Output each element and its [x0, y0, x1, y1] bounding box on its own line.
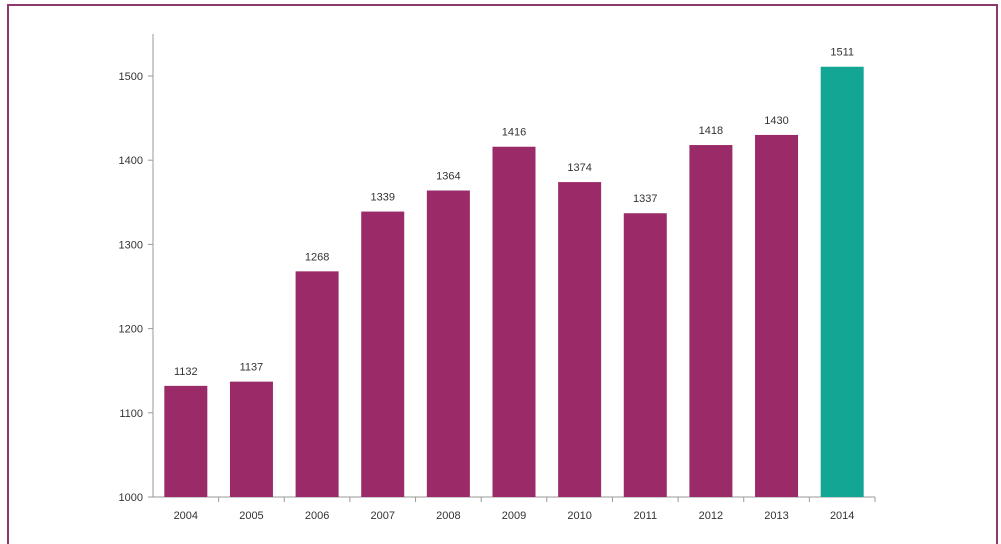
data-label-2005: 1137 — [240, 362, 264, 374]
chart-bars — [164, 66, 864, 498]
y-tick-label: 1400 — [119, 155, 143, 167]
x-tick-label-2012: 2012 — [699, 510, 723, 522]
x-tick-label-2013: 2013 — [764, 510, 788, 522]
chart-axes: 1000 1100 1200 1300 1400 1500 2004 2005 2006 2007… — [119, 34, 876, 522]
bar-2009 — [492, 146, 536, 497]
data-label-2006: 1268 — [305, 251, 329, 263]
x-tick-label-2009: 2009 — [502, 510, 526, 522]
data-label-2004: 1132 — [174, 366, 198, 378]
bar-2011 — [623, 213, 667, 497]
bar-2004 — [164, 385, 208, 497]
y-tick-label: 1300 — [119, 239, 143, 251]
y-tick-label: 1100 — [119, 408, 143, 420]
bar-2012 — [689, 145, 733, 497]
data-label-2011: 1337 — [633, 193, 657, 205]
x-tick-label-2010: 2010 — [567, 510, 591, 522]
bar-2014 — [820, 66, 864, 497]
bar-2005 — [229, 381, 273, 497]
x-tick-label-2014: 2014 — [830, 510, 854, 522]
x-tick-label-2007: 2007 — [370, 510, 394, 522]
data-label-2009: 1416 — [502, 127, 526, 139]
data-label-2013: 1430 — [764, 115, 788, 127]
bar-chart: 1000 1100 1200 1300 1400 1500 2004 2005 2006 2007… — [119, 34, 876, 522]
data-label-2010: 1374 — [567, 162, 591, 174]
y-tick-label: 1500 — [119, 71, 143, 83]
x-tick-label-2005: 2005 — [239, 510, 263, 522]
y-tick-label: 1200 — [119, 324, 143, 336]
x-tick-label-2011: 2011 — [633, 510, 657, 522]
chart-data-labels: 1132 1137 1268 1339 1364 1416 1374 1337 1418 1430… — [174, 47, 854, 378]
data-label-2012: 1418 — [699, 125, 723, 137]
bar-2008 — [426, 190, 470, 497]
x-tick-label-2006: 2006 — [305, 510, 329, 522]
figure-frame — [7, 4, 998, 544]
data-label-2014: 1511 — [830, 47, 854, 59]
bar-2013 — [755, 134, 799, 497]
x-tick-label-2008: 2008 — [436, 510, 460, 522]
bar-2010 — [558, 182, 602, 498]
y-tick-label: 1000 — [119, 492, 143, 504]
x-tick-label-2004: 2004 — [174, 510, 198, 522]
data-label-2007: 1339 — [370, 192, 394, 204]
data-label-2008: 1364 — [436, 171, 460, 183]
bar-2006 — [295, 271, 339, 497]
bar-2007 — [361, 211, 405, 497]
